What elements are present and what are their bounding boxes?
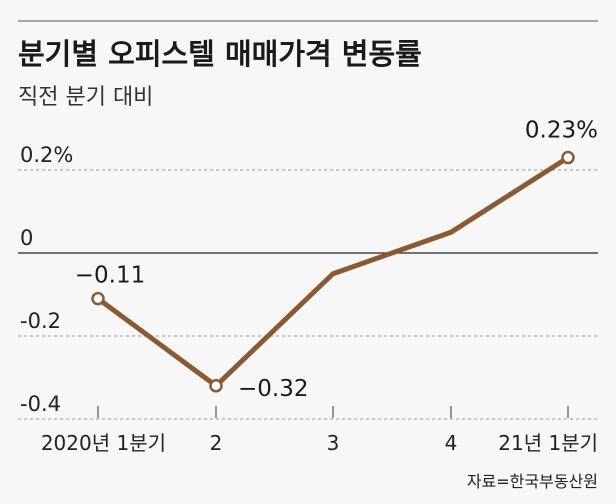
x-tick-label: 4 [445, 431, 458, 455]
y-tick-label: -0.4 [20, 392, 61, 416]
x-tick-label: 2020년 1분기 [41, 431, 166, 455]
y-tick-label: 0.2% [20, 143, 73, 167]
x-tick-label: 3 [327, 431, 340, 455]
y-tick-label: 0 [20, 226, 33, 250]
chart-subtitle: 직전 분기 대비 [18, 85, 153, 110]
x-tick-label: 2 [210, 431, 223, 455]
data-point [91, 291, 105, 306]
data-point [209, 379, 223, 393]
series-line [95, 155, 571, 389]
data-label: 0.23% [525, 118, 598, 144]
y-tick-label: -0.2 [20, 309, 61, 333]
data-point [561, 150, 575, 165]
x-tick-label: 21년 1분기 [498, 431, 598, 455]
data-label: −0.11 [75, 263, 145, 289]
source-note: 자료=한국부동산원 [467, 472, 598, 491]
chart-title: 분기별 오피스텔 매매가격 변동률 [18, 37, 422, 71]
data-label: −0.32 [238, 376, 308, 402]
